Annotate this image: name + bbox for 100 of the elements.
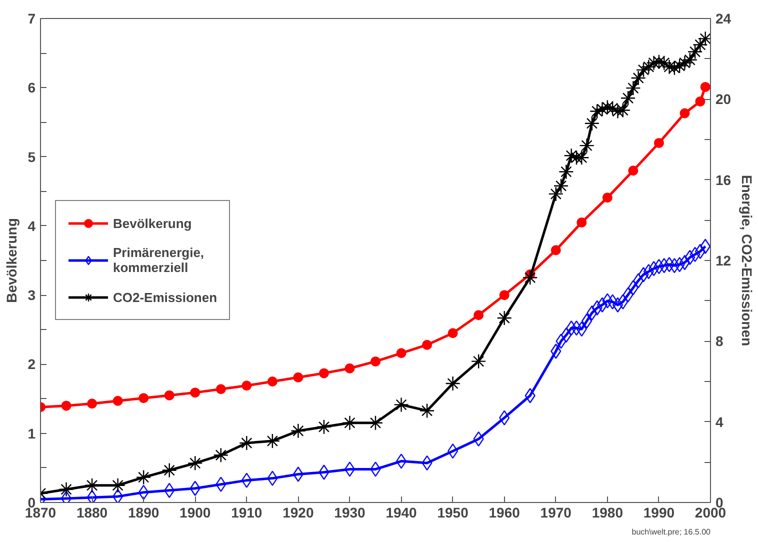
- point: [556, 334, 566, 349]
- y-tick-label: 2: [28, 356, 36, 372]
- point: [550, 344, 562, 359]
- point: [216, 476, 226, 492]
- point: [558, 164, 574, 180]
- y2-tick-label: 12: [716, 252, 732, 268]
- point: [112, 488, 124, 502]
- point: [499, 290, 510, 300]
- point: [524, 388, 536, 404]
- point: [628, 280, 638, 296]
- point: [496, 310, 512, 326]
- point: [597, 297, 608, 312]
- x-tick-label: 1880: [76, 504, 108, 520]
- x-tick-label: 1980: [592, 504, 624, 520]
- point: [342, 415, 358, 430]
- y-tick-label: 6: [28, 80, 36, 96]
- point: [695, 96, 706, 106]
- point: [190, 388, 200, 398]
- point: [680, 108, 690, 118]
- point: [267, 376, 278, 386]
- point: [293, 372, 304, 382]
- point: [470, 354, 486, 369]
- point: [654, 138, 664, 148]
- point: [548, 186, 564, 202]
- x-tick-label: 1970: [540, 504, 572, 520]
- point: [564, 148, 579, 164]
- point: [602, 192, 612, 203]
- point: [344, 363, 355, 374]
- point: [522, 270, 538, 286]
- y-tick-label: 1: [28, 425, 36, 442]
- x-tick-label: 1940: [386, 504, 418, 520]
- point: [136, 470, 152, 485]
- point: [612, 297, 623, 312]
- point: [584, 116, 600, 131]
- point: [607, 294, 618, 310]
- x-tick-label: 1930: [334, 504, 366, 520]
- point: [474, 310, 484, 320]
- point: [626, 80, 641, 96]
- point: [87, 398, 98, 409]
- point: [292, 466, 304, 482]
- point: [579, 138, 594, 154]
- point: [318, 464, 330, 480]
- point: [164, 390, 174, 400]
- point: [112, 396, 123, 406]
- point: [162, 462, 177, 478]
- text: buch\welt.pre; 16.5.00: [632, 528, 712, 536]
- point: [316, 419, 332, 434]
- point: [396, 454, 407, 469]
- x-tick-label: 1950: [437, 504, 469, 520]
- point: [620, 90, 636, 106]
- point: [622, 287, 634, 302]
- x-tick-label: 1990: [643, 504, 675, 520]
- point: [290, 423, 306, 439]
- point: [499, 410, 510, 426]
- point: [638, 267, 649, 282]
- point: [86, 490, 98, 502]
- point: [58, 482, 74, 497]
- point: [448, 328, 458, 338]
- point: [344, 462, 355, 477]
- point: [592, 300, 602, 316]
- point: [633, 273, 644, 288]
- point: [394, 397, 409, 412]
- point: [216, 384, 226, 394]
- point: [630, 70, 646, 86]
- point: [553, 178, 569, 194]
- point: [264, 433, 280, 449]
- point: [188, 456, 203, 471]
- x-tick-label: 1960: [488, 504, 520, 520]
- x-tick-label: 1920: [282, 504, 314, 520]
- point: [213, 448, 228, 463]
- point: [560, 328, 572, 343]
- y-tick-label: 4: [28, 218, 36, 234]
- point: [692, 37, 708, 52]
- y2-tick-label: 4: [716, 414, 724, 430]
- y-tick-label: 7: [28, 10, 36, 26]
- x-tick-label: 1910: [231, 504, 262, 520]
- x-tick-label: 1890: [128, 504, 160, 520]
- point: [687, 44, 703, 60]
- point: [241, 472, 252, 488]
- point: [190, 480, 200, 496]
- point: [550, 245, 561, 256]
- legend-label: CO2-Emissionen: [113, 290, 218, 304]
- legend-label: Primärenergie, kommerziell: [113, 245, 204, 275]
- point: [618, 294, 628, 310]
- point: [602, 293, 613, 308]
- legend-label: Bevölkerung: [113, 216, 192, 230]
- y2-tick-label: 20: [716, 91, 732, 108]
- point: [700, 82, 710, 92]
- y-tick-label: 5: [28, 148, 36, 165]
- point: [138, 393, 149, 404]
- point: [370, 462, 381, 477]
- point: [445, 376, 460, 392]
- point: [576, 217, 587, 228]
- point: [239, 435, 254, 451]
- y2-tick-label: 24: [716, 10, 732, 26]
- point: [267, 470, 278, 486]
- point: [242, 380, 252, 391]
- point: [318, 368, 329, 378]
- point: [396, 348, 406, 358]
- y2-axis-title: Energie, CO2-Emissionen: [739, 174, 756, 346]
